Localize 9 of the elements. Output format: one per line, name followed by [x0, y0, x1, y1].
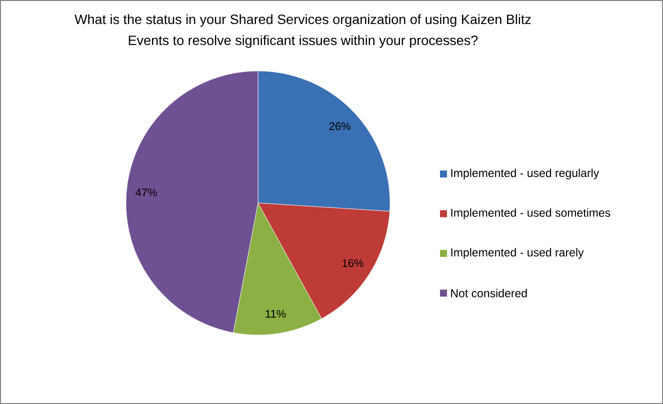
data-label: 11% — [266, 310, 286, 318]
data-label: 16% — [342, 259, 364, 268]
legend-label: Implemented - used regularly — [451, 168, 600, 180]
legend-label: Not considered — [451, 288, 527, 298]
legend-label: Implemented - used sometimes — [451, 208, 610, 220]
legend-label: Implemented - used rarely — [451, 248, 584, 259]
chart-title: What is the status in your Shared Services organization of using Kaizen Blitz Events to resolve significant issues within your processes? — [74, 14, 531, 48]
data-label: 47% — [136, 188, 157, 196]
data-label: 26% — [329, 122, 350, 130]
